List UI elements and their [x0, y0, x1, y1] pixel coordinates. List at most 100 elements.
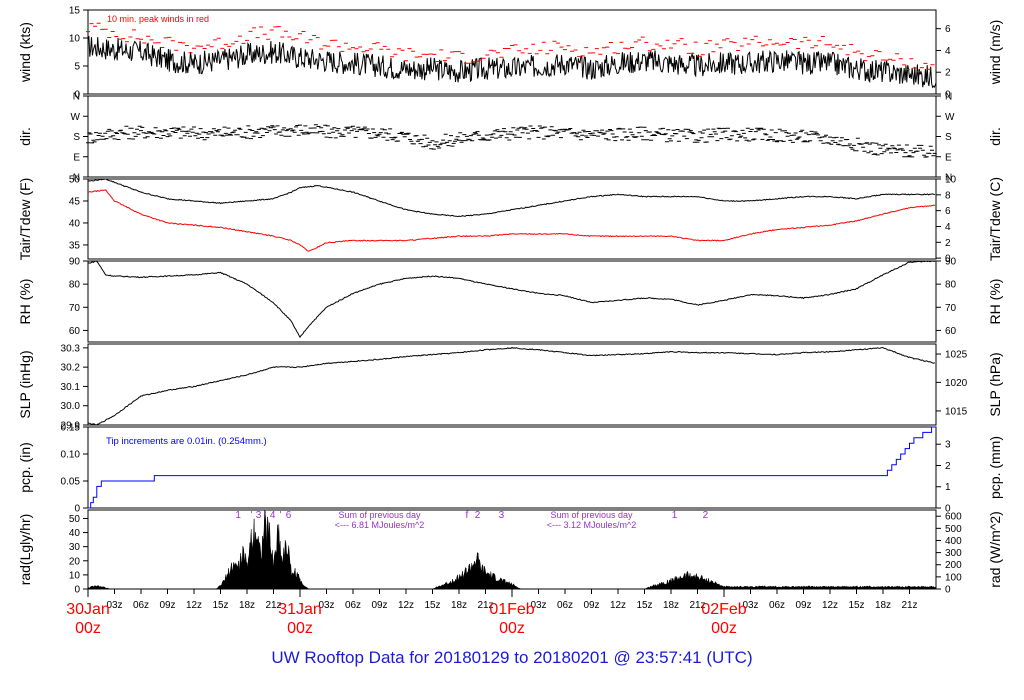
right-tick-label-rh: 80 [945, 280, 957, 291]
panel-frame-rad [87, 509, 937, 590]
time-tick-label: 09z [371, 600, 387, 611]
right-tick-label-dir: E [945, 152, 952, 163]
right-tick-label-wind: 2 [945, 68, 951, 79]
series-SLP [87, 346, 936, 426]
time-tick-label: 03z [106, 600, 122, 611]
right-tick-label-rh: 70 [945, 303, 957, 314]
marker-label-rad: ' [280, 510, 282, 521]
right-tick-label-temp: 0 [945, 254, 951, 265]
left-tick-label-pcp: 0.15 [61, 423, 81, 434]
left-tick-label-dir: N [73, 92, 80, 103]
right-tick-label-slp: 1020 [945, 378, 968, 389]
time-tick-label: 21z [901, 600, 917, 611]
time-tick-label: 15z [848, 600, 864, 611]
left-tick-label-pcp: 0.10 [61, 450, 81, 461]
time-tick-label: 15z [212, 600, 228, 611]
chart-title: UW Rooftop Data for 20180129 to 20180201… [271, 648, 753, 667]
ylabel-right-wind: wind (m/s) [987, 20, 1003, 86]
right-tick-label-dir: N [945, 173, 952, 184]
day-label: 31Jan [278, 601, 322, 618]
series-RH [87, 260, 936, 339]
left-tick-label-dir: N [73, 173, 80, 184]
time-tick-label: 12z [822, 600, 838, 611]
right-tick-label-rad: 100 [945, 572, 962, 583]
marker-label-rad: 3 [256, 510, 262, 521]
right-tick-label-rad: 0 [945, 585, 951, 596]
annotation-wind: 10 min. peak winds in red [107, 14, 209, 24]
panel-frame-dir [87, 95, 937, 178]
ylabel-left-pcp: pcp. (in) [17, 442, 33, 493]
right-tick-label-rad: 400 [945, 536, 962, 547]
marker-label-rad: 4 [270, 510, 276, 521]
series-Tdew [87, 189, 936, 252]
marker-label-rad: 2 [703, 510, 709, 521]
time-tick-label: 18z [239, 600, 255, 611]
left-tick-label-rh: 70 [69, 303, 81, 314]
left-tick-label-dir: W [71, 112, 81, 123]
ylabel-left-dir: dir. [17, 127, 33, 146]
marker-label-rad: 2 [475, 510, 481, 521]
time-tick-label: 12z [398, 600, 414, 611]
day-hour-label: 00z [711, 620, 737, 637]
right-tick-label-rad: 300 [945, 548, 962, 559]
left-tick-label-slp: 30.2 [61, 363, 81, 374]
time-tick-label: 21z [689, 600, 705, 611]
annotation-rad: <--- 3.12 MJoules/m^2 [547, 520, 637, 530]
time-tick-label: 21z [477, 600, 493, 611]
left-tick-label-rad: 0 [74, 585, 80, 596]
left-tick-label-slp: 30.3 [61, 343, 81, 354]
ylabel-right-pcp: pcp. (mm) [987, 436, 1003, 499]
right-tick-label-temp: 6 [945, 206, 951, 217]
marker-label-rad: 6 [286, 510, 292, 521]
time-tick-label: 03z [742, 600, 758, 611]
right-tick-label-slp: 1025 [945, 350, 968, 361]
left-tick-label-rad: 20 [69, 556, 81, 567]
left-tick-label-rh: 90 [69, 257, 81, 268]
annotation-pcp: Tip increments are 0.01in. (0.254mm.) [106, 436, 267, 447]
panel-frame-wind [87, 9, 937, 95]
left-tick-label-wind: 10 [69, 34, 81, 45]
time-tick-label: 12z [186, 600, 202, 611]
time-tick-label: 21z [265, 600, 281, 611]
time-tick-label: 09z [795, 600, 811, 611]
time-tick-label: 03z [318, 600, 334, 611]
right-tick-label-dir: W [945, 112, 955, 123]
ylabel-right-rh: RH (%) [987, 279, 1003, 325]
right-tick-label-wind: 6 [945, 24, 951, 35]
left-tick-label-rad: 40 [69, 528, 81, 539]
day-hour-label: 00z [499, 620, 525, 637]
time-tick-label: 18z [875, 600, 891, 611]
panel-frame-temp [87, 178, 937, 260]
left-tick-label-rad: 30 [69, 542, 81, 553]
ylabel-right-rad: rad (W/m^2) [987, 511, 1003, 588]
series-Tair [87, 178, 935, 218]
right-tick-label-pcp: 1 [945, 482, 951, 493]
right-tick-label-rad: 200 [945, 560, 962, 571]
time-tick-label: 03z [530, 600, 546, 611]
time-tick-label: 09z [159, 600, 175, 611]
ylabel-left-slp: SLP (inHg) [17, 350, 33, 418]
right-tick-label-rad: 600 [945, 512, 962, 523]
left-tick-label-slp: 30.0 [61, 401, 81, 412]
left-tick-label-dir: E [73, 152, 80, 163]
left-tick-label-pcp: 0 [74, 504, 80, 515]
left-tick-label-pcp: 0.05 [61, 477, 81, 488]
annotation-rad: Sum of previous day [338, 510, 421, 520]
left-tick-label-slp: 29.9 [61, 421, 81, 432]
time-tick-label: 18z [451, 600, 467, 611]
left-tick-label-temp: 40 [69, 218, 81, 229]
day-hour-label: 00z [287, 620, 313, 637]
left-tick-label-slp: 30.1 [61, 382, 81, 393]
right-tick-label-temp: 10 [945, 175, 957, 186]
annotation-rad: Sum of previous day [550, 510, 633, 520]
time-tick-label: 12z [610, 600, 626, 611]
marker-label-rad: ' [250, 510, 252, 521]
right-tick-label-rad: 500 [945, 524, 962, 535]
right-tick-label-dir: S [945, 132, 952, 143]
left-tick-label-rh: 80 [69, 280, 81, 291]
left-tick-label-temp: 45 [69, 196, 81, 207]
ylabel-left-temp: Tair/Tdew (F) [17, 178, 33, 260]
ylabel-right-dir: dir. [987, 127, 1003, 146]
time-tick-label: 06z [769, 600, 785, 611]
